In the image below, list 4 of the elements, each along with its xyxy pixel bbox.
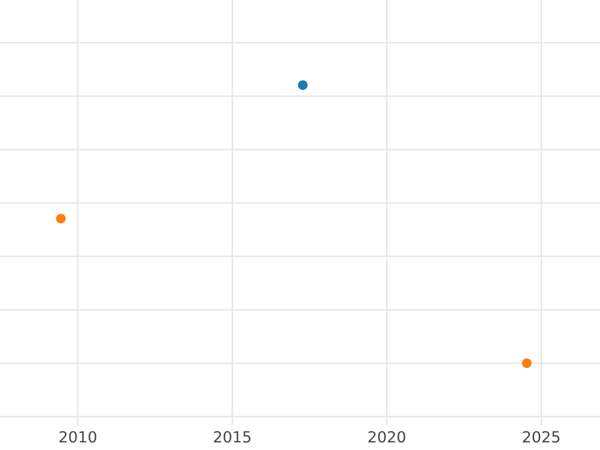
x-tick-label: 2025: [522, 431, 560, 443]
x-tick-label: 2015: [214, 431, 250, 443]
x-tick-label: 2010: [60, 431, 96, 443]
x-tick-label: 2020: [368, 431, 406, 443]
